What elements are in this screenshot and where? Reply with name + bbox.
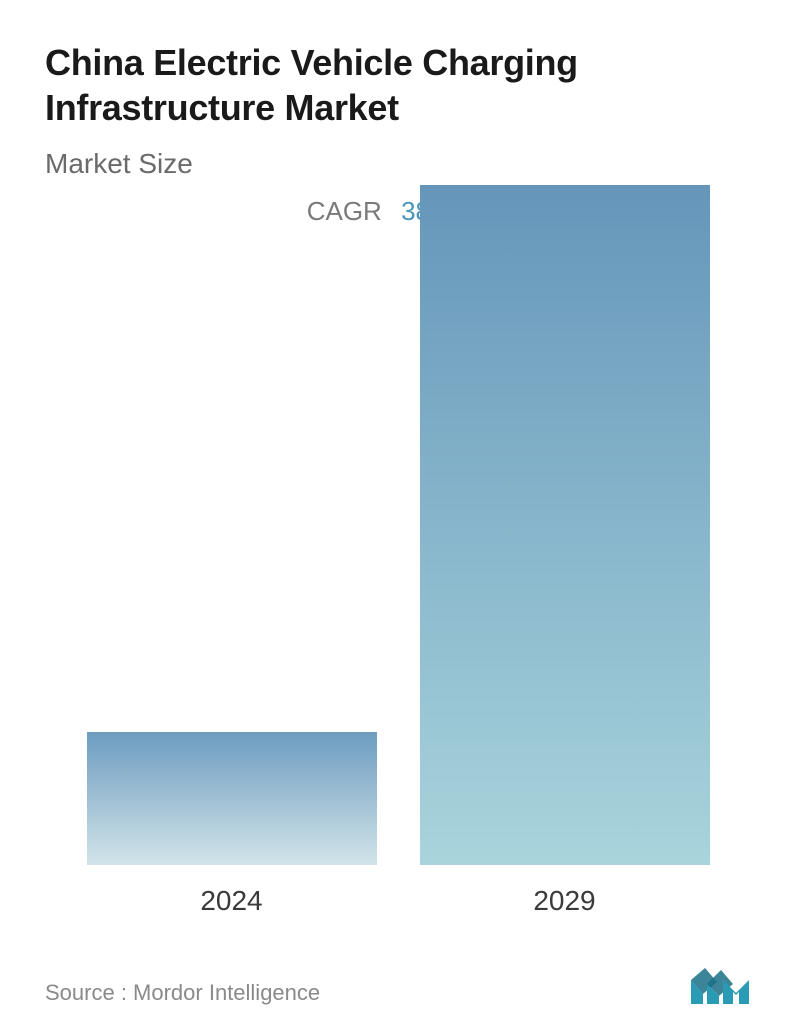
bar-wrap: 2024 — [87, 732, 377, 917]
chart-title: China Electric Vehicle Charging Infrastr… — [45, 40, 751, 130]
x-axis-label: 2029 — [533, 885, 595, 917]
x-axis-label: 2024 — [200, 885, 262, 917]
chart-footer: Source : Mordor Intelligence — [45, 966, 751, 1006]
bar — [420, 185, 710, 865]
bar-chart: 2024 2029 — [45, 237, 751, 917]
mordor-logo-icon — [689, 966, 751, 1006]
chart-subtitle: Market Size — [45, 148, 751, 180]
source-attribution: Source : Mordor Intelligence — [45, 980, 320, 1006]
bar-wrap: 2029 — [420, 185, 710, 917]
cagr-label: CAGR — [307, 196, 382, 226]
bar — [87, 732, 377, 865]
